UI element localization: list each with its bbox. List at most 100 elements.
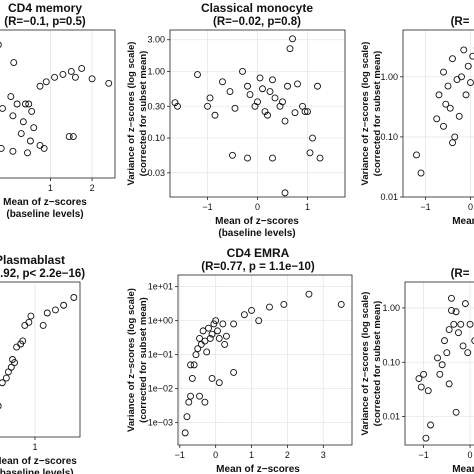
data-point xyxy=(240,311,248,319)
data-point xyxy=(39,321,47,329)
data-point xyxy=(0,403,2,409)
data-point xyxy=(417,383,425,391)
data-point xyxy=(210,320,218,328)
data-point xyxy=(0,379,6,387)
data-point xyxy=(469,52,474,60)
plot-frame xyxy=(0,281,81,438)
data-point xyxy=(7,363,15,371)
data-point xyxy=(289,35,296,43)
data-point xyxy=(229,151,236,159)
data-point xyxy=(448,306,455,314)
panel-subtitle: (R=−0.02, p=0.8) xyxy=(213,16,301,28)
y-tick-label: 0.01 xyxy=(380,192,398,202)
data-point xyxy=(27,312,35,320)
data-point xyxy=(246,91,254,99)
data-point xyxy=(461,300,469,308)
data-point xyxy=(0,144,5,152)
y-axis-label: Variance of z−scores (log scale) xyxy=(126,288,137,432)
x-tick-label: 2 xyxy=(285,450,290,460)
panel-subtitle: (R=0.92, p< 2.2e−16) xyxy=(0,268,85,280)
data-point xyxy=(279,98,286,106)
data-point xyxy=(59,70,67,78)
data-point xyxy=(19,337,27,345)
data-point xyxy=(314,82,321,90)
data-point xyxy=(2,374,10,382)
plot-frame xyxy=(402,29,474,198)
y-tick-label: 1e−01 xyxy=(148,350,173,360)
data-point xyxy=(305,290,313,298)
data-point xyxy=(271,94,279,102)
data-point xyxy=(201,337,209,345)
x-tick-label: 1 xyxy=(249,450,254,460)
data-point xyxy=(7,93,15,101)
data-point xyxy=(444,82,452,90)
y-tick-label: 1.00 xyxy=(147,66,165,76)
data-point xyxy=(43,309,51,317)
data-point xyxy=(291,109,299,117)
data-point xyxy=(21,100,29,108)
data-point xyxy=(222,332,230,340)
data-point xyxy=(52,306,59,314)
x-tick-label: −1 xyxy=(202,202,212,212)
data-point xyxy=(266,88,274,95)
data-point xyxy=(21,321,29,329)
x-tick-label: −1 xyxy=(420,202,430,212)
data-point xyxy=(427,421,435,429)
y-tick-label: 1e−03 xyxy=(148,418,173,428)
y-axis-label: Variance of z−scores (log scale) xyxy=(126,42,137,186)
data-point xyxy=(337,300,345,308)
data-point xyxy=(462,91,470,99)
data-point xyxy=(174,102,181,110)
panel-subtitle: (R=0.77, p = 1.1e−10) xyxy=(201,261,315,273)
data-point xyxy=(280,300,288,308)
data-point xyxy=(194,345,202,353)
data-point xyxy=(452,308,460,316)
y-tick-label: 0.10 xyxy=(380,132,398,142)
x-axis-label: (baseline levels) xyxy=(0,468,74,474)
data-point xyxy=(442,100,450,108)
plot-frame xyxy=(0,29,116,179)
y-axis-label: Variance of z−scores (log scale) xyxy=(360,292,371,436)
data-point xyxy=(183,413,191,421)
data-point xyxy=(231,104,239,112)
data-point xyxy=(17,130,25,138)
data-point xyxy=(10,59,18,67)
data-point xyxy=(215,334,223,342)
data-point xyxy=(36,141,44,149)
data-point xyxy=(415,375,423,383)
panel-subtitle: (R= xyxy=(451,16,470,28)
data-point xyxy=(105,79,113,87)
y-tick-label: 0.01 xyxy=(382,412,400,422)
data-point xyxy=(214,327,221,335)
data-point xyxy=(433,115,441,123)
data-point xyxy=(13,100,21,108)
data-point xyxy=(60,301,68,309)
data-point xyxy=(281,117,289,125)
data-point xyxy=(281,189,289,197)
data-point xyxy=(450,320,458,328)
x-axis-label: (baseline levels) xyxy=(6,209,83,220)
data-point xyxy=(192,351,200,359)
data-point xyxy=(187,392,195,400)
y-tick-label: 1.00 xyxy=(380,72,398,82)
data-point xyxy=(24,149,31,157)
data-point xyxy=(445,326,453,333)
data-point xyxy=(464,62,472,70)
x-tick-label: −1 xyxy=(175,450,185,460)
data-point xyxy=(466,320,474,328)
data-point xyxy=(254,98,261,106)
panel-subtitle: (R= xyxy=(451,268,470,280)
y-axis-label: Variance of z−scores (log scale) xyxy=(360,42,371,186)
data-point xyxy=(306,149,314,157)
y-axis-label: (corrected for subset mean) xyxy=(372,301,383,427)
x-tick-label: 0 xyxy=(255,202,260,212)
y-tick-label: 3.00 xyxy=(147,35,165,45)
panel-p4: 1 Plasmablast(R=0.92, p< 2.2e−16) Mean of … xyxy=(0,253,85,474)
data-point xyxy=(420,370,428,378)
y-axis-label: (corrected for subset mean) xyxy=(138,51,149,177)
data-point xyxy=(181,429,189,437)
data-point xyxy=(259,85,266,93)
data-point xyxy=(197,340,205,348)
